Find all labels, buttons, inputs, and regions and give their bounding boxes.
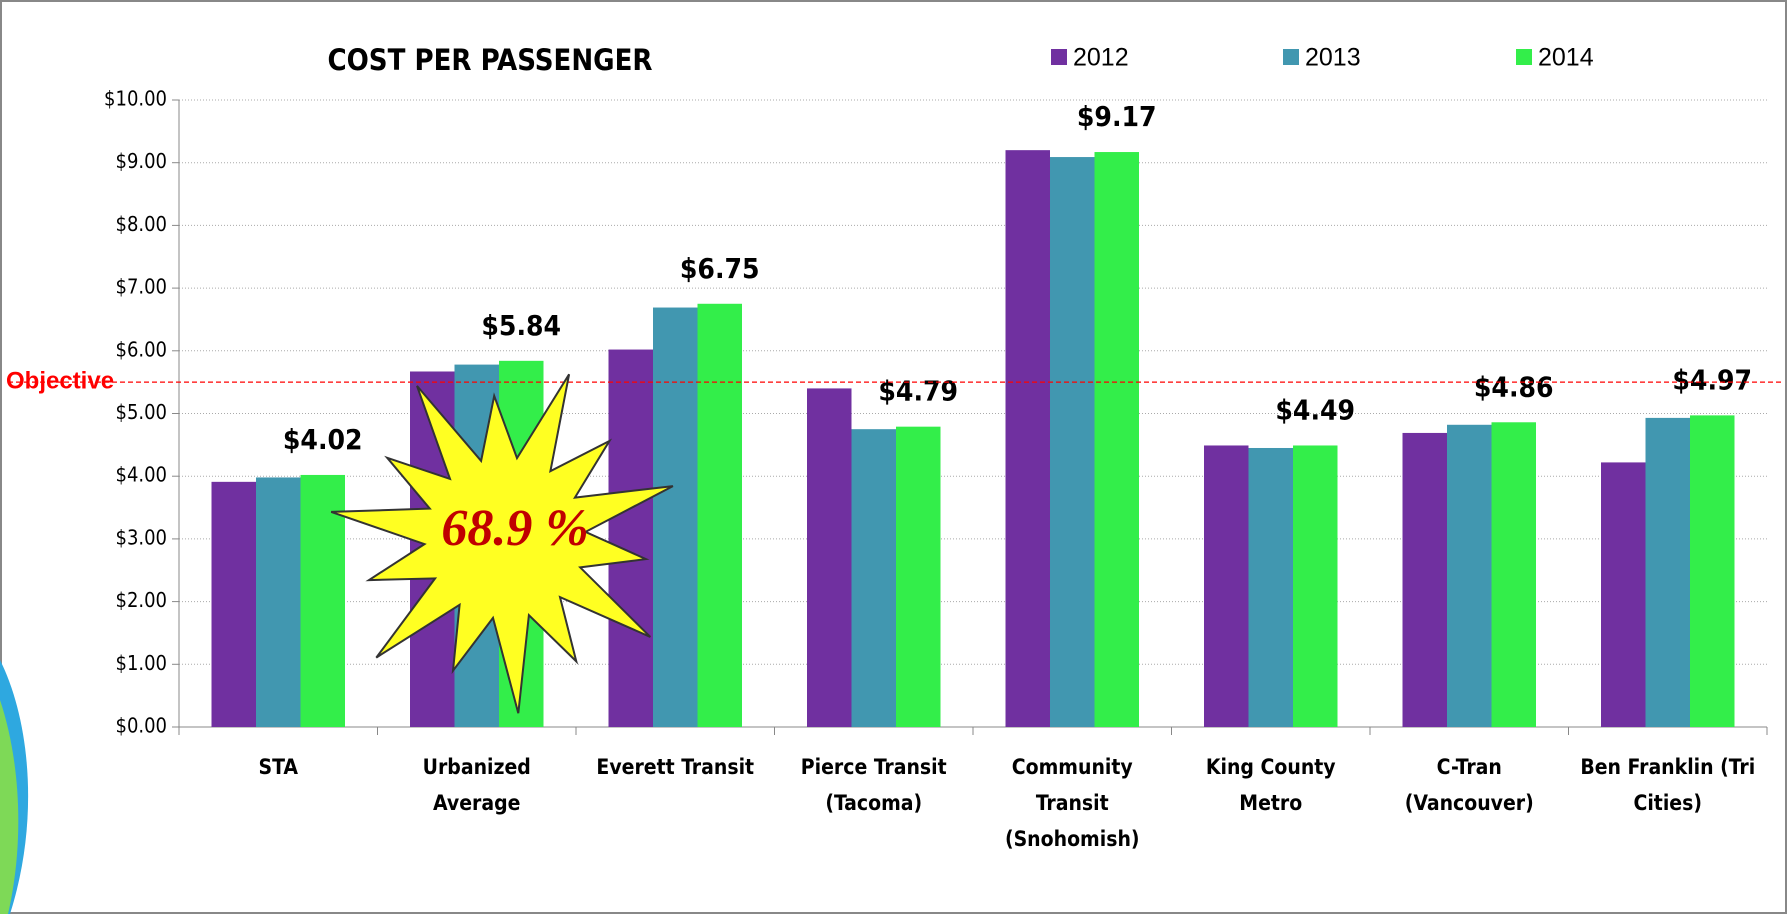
data-label: $5.84 — [481, 309, 561, 342]
legend-label: 2014 — [1538, 44, 1594, 72]
x-tick-label: STA — [258, 755, 299, 779]
data-label: $6.75 — [680, 252, 760, 285]
data-label: $4.97 — [1672, 363, 1752, 396]
x-tick-label: Community Transit (Snohomish) — [1004, 755, 1140, 851]
bar — [1601, 462, 1646, 727]
bar — [1248, 447, 1293, 727]
bar — [1645, 417, 1690, 727]
data-label: $4.86 — [1474, 370, 1554, 403]
annotation: 68.9 % — [441, 500, 588, 557]
data-label: $4.49 — [1275, 393, 1355, 426]
starburst — [330, 373, 674, 714]
y-tick-label: $2.00 — [116, 588, 168, 612]
bar — [300, 474, 345, 727]
y-tick-label: $4.00 — [116, 463, 168, 487]
x-tick-label: King County Metro — [1205, 755, 1336, 815]
x-tick-label: C-Tran (Vancouver) — [1404, 755, 1534, 815]
y-tick-label: $10.00 — [104, 87, 167, 111]
bar — [1491, 422, 1536, 727]
bar — [896, 426, 941, 727]
legend-swatch — [1051, 49, 1067, 65]
bar — [1402, 432, 1447, 727]
data-label: $4.02 — [283, 423, 363, 456]
legend-label: 2012 — [1073, 44, 1129, 72]
bar — [1293, 445, 1338, 727]
bar — [608, 349, 653, 727]
y-tick-label: $1.00 — [116, 651, 168, 675]
y-tick-label: $5.00 — [116, 400, 168, 424]
x-tick-label: Urbanized Average — [422, 755, 531, 815]
legend-swatch — [1516, 49, 1532, 65]
x-tick-label: Ben Franklin (Tri Cities) — [1580, 755, 1756, 815]
bar — [256, 477, 301, 727]
bar — [1447, 424, 1492, 727]
chart-title: COST PER PASSENGER — [327, 43, 652, 77]
legend-swatch — [1283, 49, 1299, 65]
bar — [1094, 152, 1139, 727]
bar — [851, 429, 896, 727]
bar — [211, 481, 256, 727]
x-tick-label: Pierce Transit (Tacoma) — [800, 755, 947, 815]
y-tick-label: $8.00 — [116, 212, 168, 236]
y-tick-label: $7.00 — [116, 275, 168, 299]
y-tick-label: $3.00 — [116, 525, 168, 549]
objective-label: Objective — [6, 367, 114, 394]
bar — [1005, 150, 1050, 727]
bar — [807, 388, 852, 727]
y-tick-label: $6.00 — [116, 337, 168, 361]
bar — [697, 303, 742, 727]
bar — [653, 307, 698, 727]
y-tick-label: $0.00 — [116, 714, 168, 738]
y-tick-label: $9.00 — [116, 149, 168, 173]
bar — [1690, 415, 1735, 727]
legend-label: 2013 — [1305, 44, 1361, 72]
x-tick-label: Everett Transit — [596, 755, 755, 779]
decoration — [0, 700, 19, 914]
data-label: $9.17 — [1077, 100, 1157, 133]
data-label: $4.79 — [878, 375, 958, 408]
bar — [1050, 157, 1095, 727]
bar — [1204, 445, 1249, 727]
